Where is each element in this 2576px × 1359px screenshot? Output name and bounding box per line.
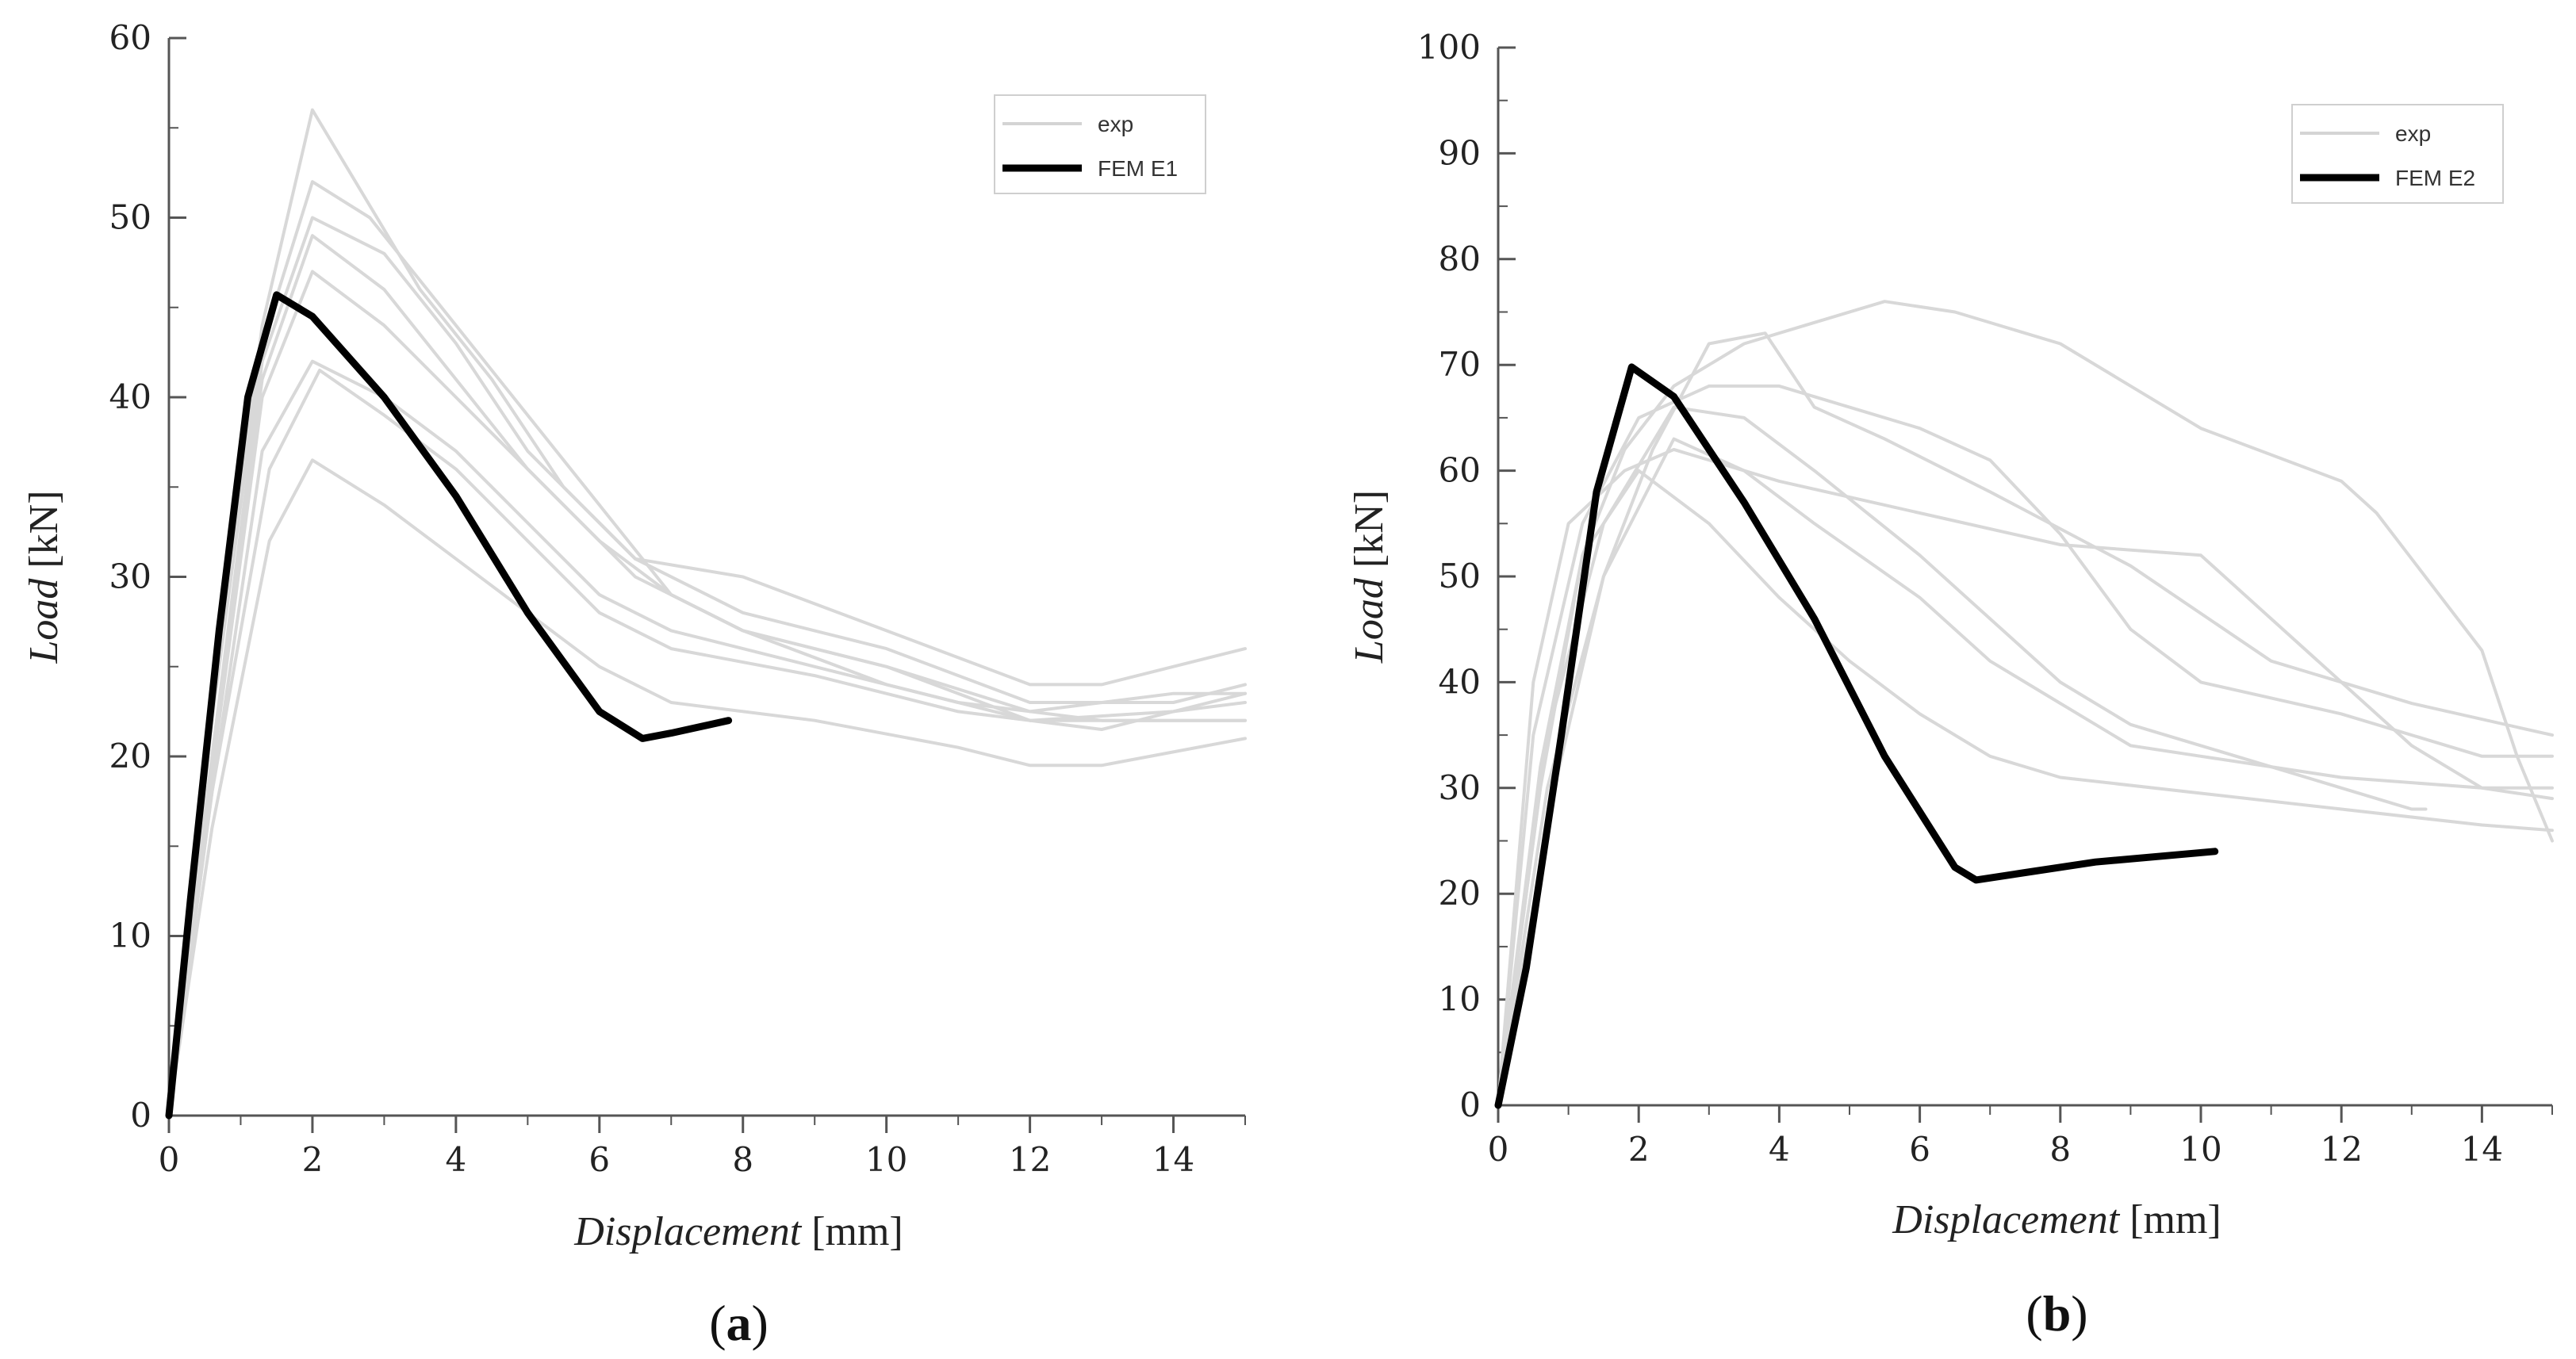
- x-tick-label: 0: [159, 1140, 180, 1179]
- exp-series-line: [167, 216, 1247, 1117]
- y-axis-unit: [kN]: [21, 490, 67, 578]
- x-tick-label: 8: [2049, 1130, 2071, 1169]
- y-axis-name: Load: [21, 578, 67, 664]
- x-tick-label: 10: [865, 1140, 907, 1179]
- exp-series-line: [167, 369, 1247, 1117]
- y-tick-label: 50: [1439, 557, 1481, 595]
- exp-series-line: [1497, 331, 2554, 1107]
- panel-label-open: (: [2026, 1285, 2042, 1342]
- x-tick-label: 10: [2179, 1130, 2221, 1169]
- panel-label-letter: b: [2043, 1285, 2072, 1342]
- y-tick-label: 90: [1439, 133, 1481, 172]
- exp-series-line: [167, 108, 1247, 1117]
- panel-label: (a): [709, 1295, 769, 1351]
- x-tick-label: 0: [1488, 1130, 1509, 1169]
- fem-series-line: [165, 291, 733, 1120]
- exp-series-line: [167, 270, 1247, 1117]
- fem-series-line: [1494, 363, 2219, 1109]
- panel-label: (b): [2026, 1285, 2087, 1342]
- legend: exp FEM E2: [2291, 104, 2504, 204]
- y-axis-title: Load [kN]: [21, 490, 67, 664]
- x-tick-label: 4: [445, 1140, 466, 1179]
- legend-label: FEM E1: [1098, 156, 1178, 181]
- y-tick-label: 20: [109, 737, 151, 775]
- y-tick-label: 0: [1459, 1085, 1481, 1124]
- panel-label-close: ): [2071, 1285, 2087, 1342]
- x-tick-label: 4: [1769, 1130, 1790, 1169]
- x-axis-title: Displacement [mm]: [573, 1209, 903, 1254]
- x-tick-label: 2: [1628, 1130, 1650, 1169]
- exp-series-line: [167, 234, 1247, 1117]
- x-tick-label: 8: [732, 1140, 753, 1179]
- legend: exp FEM E1: [994, 94, 1206, 194]
- x-tick-label: 2: [302, 1140, 324, 1179]
- x-axis-name: Displacement: [1892, 1197, 2120, 1242]
- exp-series-line: [167, 458, 1247, 1117]
- exp-series-line: [1497, 469, 2554, 1107]
- x-tick-label: 12: [2320, 1130, 2362, 1169]
- x-tick-label: 6: [1909, 1130, 1930, 1169]
- exp-series-line: [1497, 300, 2554, 1107]
- y-tick-label: 40: [109, 377, 151, 416]
- x-tick-label: 6: [588, 1140, 610, 1179]
- x-axis-unit: [mm]: [2119, 1197, 2221, 1242]
- exp-series-line: [167, 359, 1247, 1117]
- exp-series-line: [167, 180, 1247, 1117]
- y-tick-label: 30: [109, 557, 151, 596]
- y-tick-label: 0: [130, 1096, 151, 1135]
- exp-series-line: [1497, 447, 2554, 1107]
- y-tick-label: 10: [1439, 980, 1481, 1019]
- panel-label-close: ): [752, 1295, 769, 1351]
- y-tick-label: 10: [109, 917, 151, 955]
- legend-label: FEM E2: [2395, 166, 2475, 190]
- y-tick-label: 40: [1439, 662, 1481, 701]
- exp-series-line: [1497, 384, 2554, 1107]
- x-tick-label: 14: [1152, 1140, 1194, 1179]
- legend-label: exp: [1098, 112, 1133, 136]
- panel-label-letter: a: [726, 1295, 752, 1351]
- legend-box: [994, 94, 1206, 194]
- exp-series-line: [1497, 437, 2554, 1107]
- x-tick-label: 12: [1009, 1140, 1051, 1179]
- exp-series-line: [1497, 405, 2428, 1107]
- y-axis-title: Load [kN]: [1347, 490, 1392, 664]
- y-tick-label: 20: [1439, 874, 1481, 913]
- x-axis-title: Displacement [mm]: [1892, 1197, 2221, 1242]
- y-tick-label: 60: [109, 18, 151, 57]
- y-axis-unit: [kN]: [1347, 490, 1392, 578]
- y-tick-label: 60: [1439, 451, 1481, 490]
- panel-b: 0 10 20 30 40 50 60 70 80 90 100 0 2 4 6 8 10 12 14 exp FEM …: [1347, 28, 2554, 1342]
- y-tick-label: 80: [1439, 239, 1481, 278]
- panel-label-open: (: [709, 1295, 726, 1351]
- legend-box: [2291, 104, 2504, 204]
- x-tick-label: 14: [2461, 1130, 2503, 1169]
- legend-label: exp: [2395, 121, 2431, 146]
- panel-a: 0 10 20 30 40 50 60 0 2 4 6 8 10 12 14 exp FEM E1 Load [k…: [21, 18, 1247, 1351]
- y-tick-label: 50: [109, 198, 151, 237]
- y-tick-label: 70: [1439, 345, 1481, 384]
- x-axis-unit: [mm]: [801, 1209, 903, 1254]
- y-tick-label: 30: [1439, 768, 1481, 807]
- y-tick-label: 100: [1417, 28, 1481, 67]
- y-axis-name: Load: [1347, 577, 1392, 664]
- x-axis-name: Displacement: [573, 1209, 802, 1254]
